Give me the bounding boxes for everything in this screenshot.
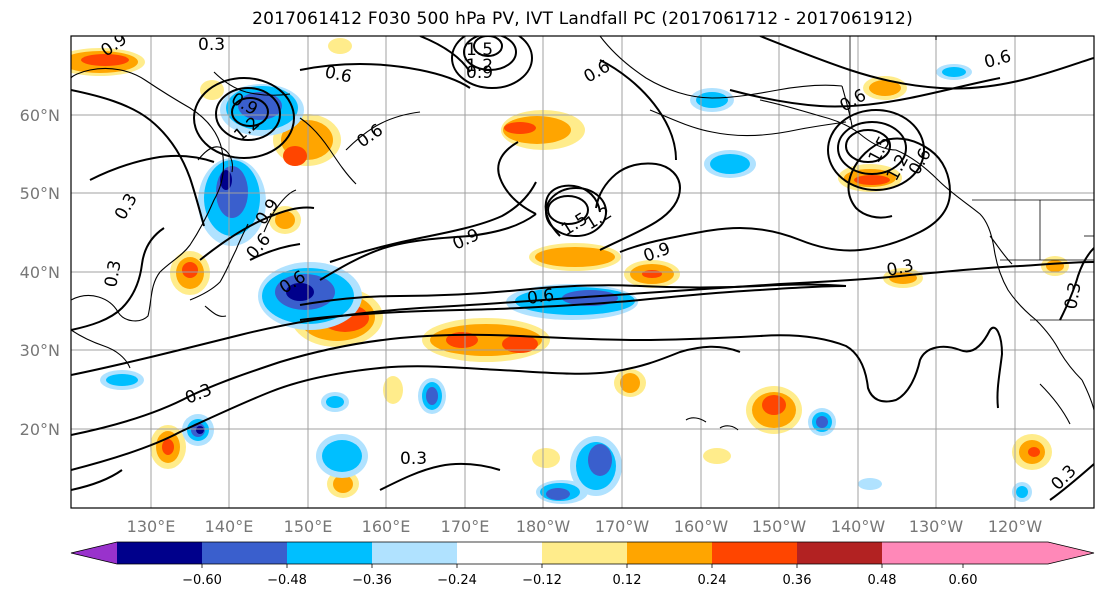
colorbar-tick: −0.60 (182, 573, 222, 588)
colorbar-bin (372, 542, 457, 564)
lat-label: 50°N (20, 184, 60, 203)
colorbar-tick: 0.36 (783, 573, 812, 588)
lon-label: 130°E (127, 517, 176, 536)
lat-label: 20°N (20, 420, 60, 439)
colorbar-tick: −0.12 (522, 573, 562, 588)
colorbar-bin (202, 542, 287, 564)
lon-label: 160°E (362, 517, 411, 536)
contour-label: 0.6 (526, 285, 556, 309)
lon-label: 150°E (284, 517, 333, 536)
colorbar-tick: 0.24 (698, 573, 727, 588)
lon-label: 120°W (988, 517, 1043, 536)
lat-label: 40°N (20, 263, 60, 282)
shading-red (81, 54, 1040, 457)
lon-label: 160°W (674, 517, 729, 536)
colorbar-bin (542, 542, 627, 564)
contour-label: 0.3 (1061, 281, 1085, 311)
map-frame (70, 35, 1095, 509)
pv-contours (71, 36, 1094, 501)
colorbar-outline (70, 541, 1095, 565)
colorbar-bin (882, 542, 963, 564)
colorbar-tick: 0.60 (949, 573, 978, 588)
colorbar-tick: −0.24 (437, 573, 477, 588)
contour-label: 0.9 (466, 63, 493, 83)
contour-label: 0.3 (400, 449, 427, 469)
lon-label: 170°E (441, 517, 490, 536)
lon-label: 150°W (752, 517, 807, 536)
map-title: 2017061412 F030 500 hPa PV, IVT Landfall… (252, 9, 913, 29)
contour-label: 0.3 (101, 259, 125, 289)
coastlines (71, 36, 1094, 431)
colorbar-tick: −0.48 (267, 573, 307, 588)
colorbar-tick: 0.12 (613, 573, 642, 588)
colorbar: −0.60 −0.48 −0.36 −0.24 −0.12 0.12 0.24 … (70, 541, 1095, 588)
lon-label: 140°W (831, 517, 886, 536)
latitude-labels: 60°N 50°N 40°N 30°N 20°N (20, 106, 60, 439)
colorbar-bin (117, 542, 202, 564)
colorbar-bin (287, 542, 372, 564)
lat-label: 60°N (20, 106, 60, 125)
contour-label: 0.3 (198, 35, 225, 55)
longitude-labels: 130°E 140°E 150°E 160°E 170°E 180°W 170°… (127, 517, 1043, 536)
colorbar-tick: 0.48 (868, 573, 897, 588)
lon-label: 140°E (205, 517, 254, 536)
colorbar-extend-high (963, 542, 1094, 564)
colorbar-tick-marks (201, 564, 964, 568)
colorbar-bin (627, 542, 712, 564)
lat-label: 30°N (20, 341, 60, 360)
colorbar-extend-low (71, 542, 117, 564)
contour-label: 1.5 (466, 40, 493, 60)
graticule (71, 36, 1094, 508)
contour-label: 1.2 (466, 56, 493, 76)
colorbar-bin (457, 542, 542, 564)
lon-label: 170°W (595, 517, 650, 536)
lon-label: 130°W (909, 517, 964, 536)
colorbar-bin (797, 542, 882, 564)
lon-label: 180°W (516, 517, 571, 536)
colorbar-bin (712, 542, 797, 564)
colorbar-tick: −0.36 (352, 573, 392, 588)
